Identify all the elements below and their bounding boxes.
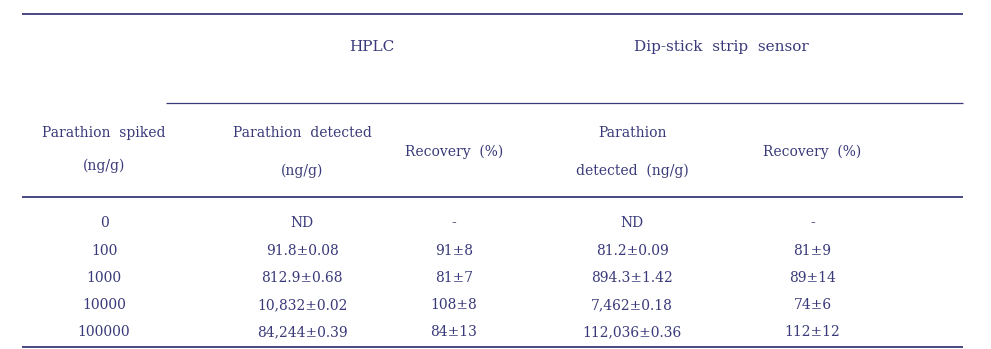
Text: 894.3±1.42: 894.3±1.42	[592, 271, 673, 285]
Text: Recovery  (%): Recovery (%)	[404, 144, 503, 159]
Text: 7,462±0.18: 7,462±0.18	[592, 298, 673, 312]
Text: 81.2±0.09: 81.2±0.09	[596, 244, 669, 258]
Text: 10000: 10000	[82, 298, 126, 312]
Text: Dip-stick  strip  sensor: Dip-stick strip sensor	[634, 40, 809, 54]
Text: 89±14: 89±14	[789, 271, 836, 285]
Text: Parathion  detected: Parathion detected	[233, 126, 372, 140]
Text: (ng/g): (ng/g)	[83, 158, 125, 173]
Text: 1000: 1000	[86, 271, 122, 285]
Text: 108±8: 108±8	[430, 298, 478, 312]
Text: 91.8±0.08: 91.8±0.08	[266, 244, 339, 258]
Text: 81±9: 81±9	[794, 244, 831, 258]
Text: 100000: 100000	[77, 325, 131, 339]
Text: 10,832±0.02: 10,832±0.02	[257, 298, 348, 312]
Text: 81±7: 81±7	[435, 271, 473, 285]
Text: 0: 0	[100, 216, 108, 230]
Text: (ng/g): (ng/g)	[281, 164, 323, 178]
Text: detected  (ng/g): detected (ng/g)	[576, 164, 689, 178]
Text: 100: 100	[91, 244, 117, 258]
Text: Parathion: Parathion	[598, 126, 667, 140]
Text: Recovery  (%): Recovery (%)	[763, 144, 862, 159]
Text: -: -	[811, 216, 815, 230]
Text: 812.9±0.68: 812.9±0.68	[262, 271, 343, 285]
Text: ND: ND	[620, 216, 644, 230]
Text: -: -	[452, 216, 456, 230]
Text: 112,036±0.36: 112,036±0.36	[583, 325, 682, 339]
Text: Parathion  spiked: Parathion spiked	[43, 126, 165, 140]
Text: ND: ND	[290, 216, 314, 230]
Text: HPLC: HPLC	[349, 40, 394, 54]
Text: 74±6: 74±6	[794, 298, 831, 312]
Text: 112±12: 112±12	[785, 325, 840, 339]
Text: 91±8: 91±8	[435, 244, 473, 258]
Text: 84,244±0.39: 84,244±0.39	[257, 325, 348, 339]
Text: 84±13: 84±13	[430, 325, 478, 339]
